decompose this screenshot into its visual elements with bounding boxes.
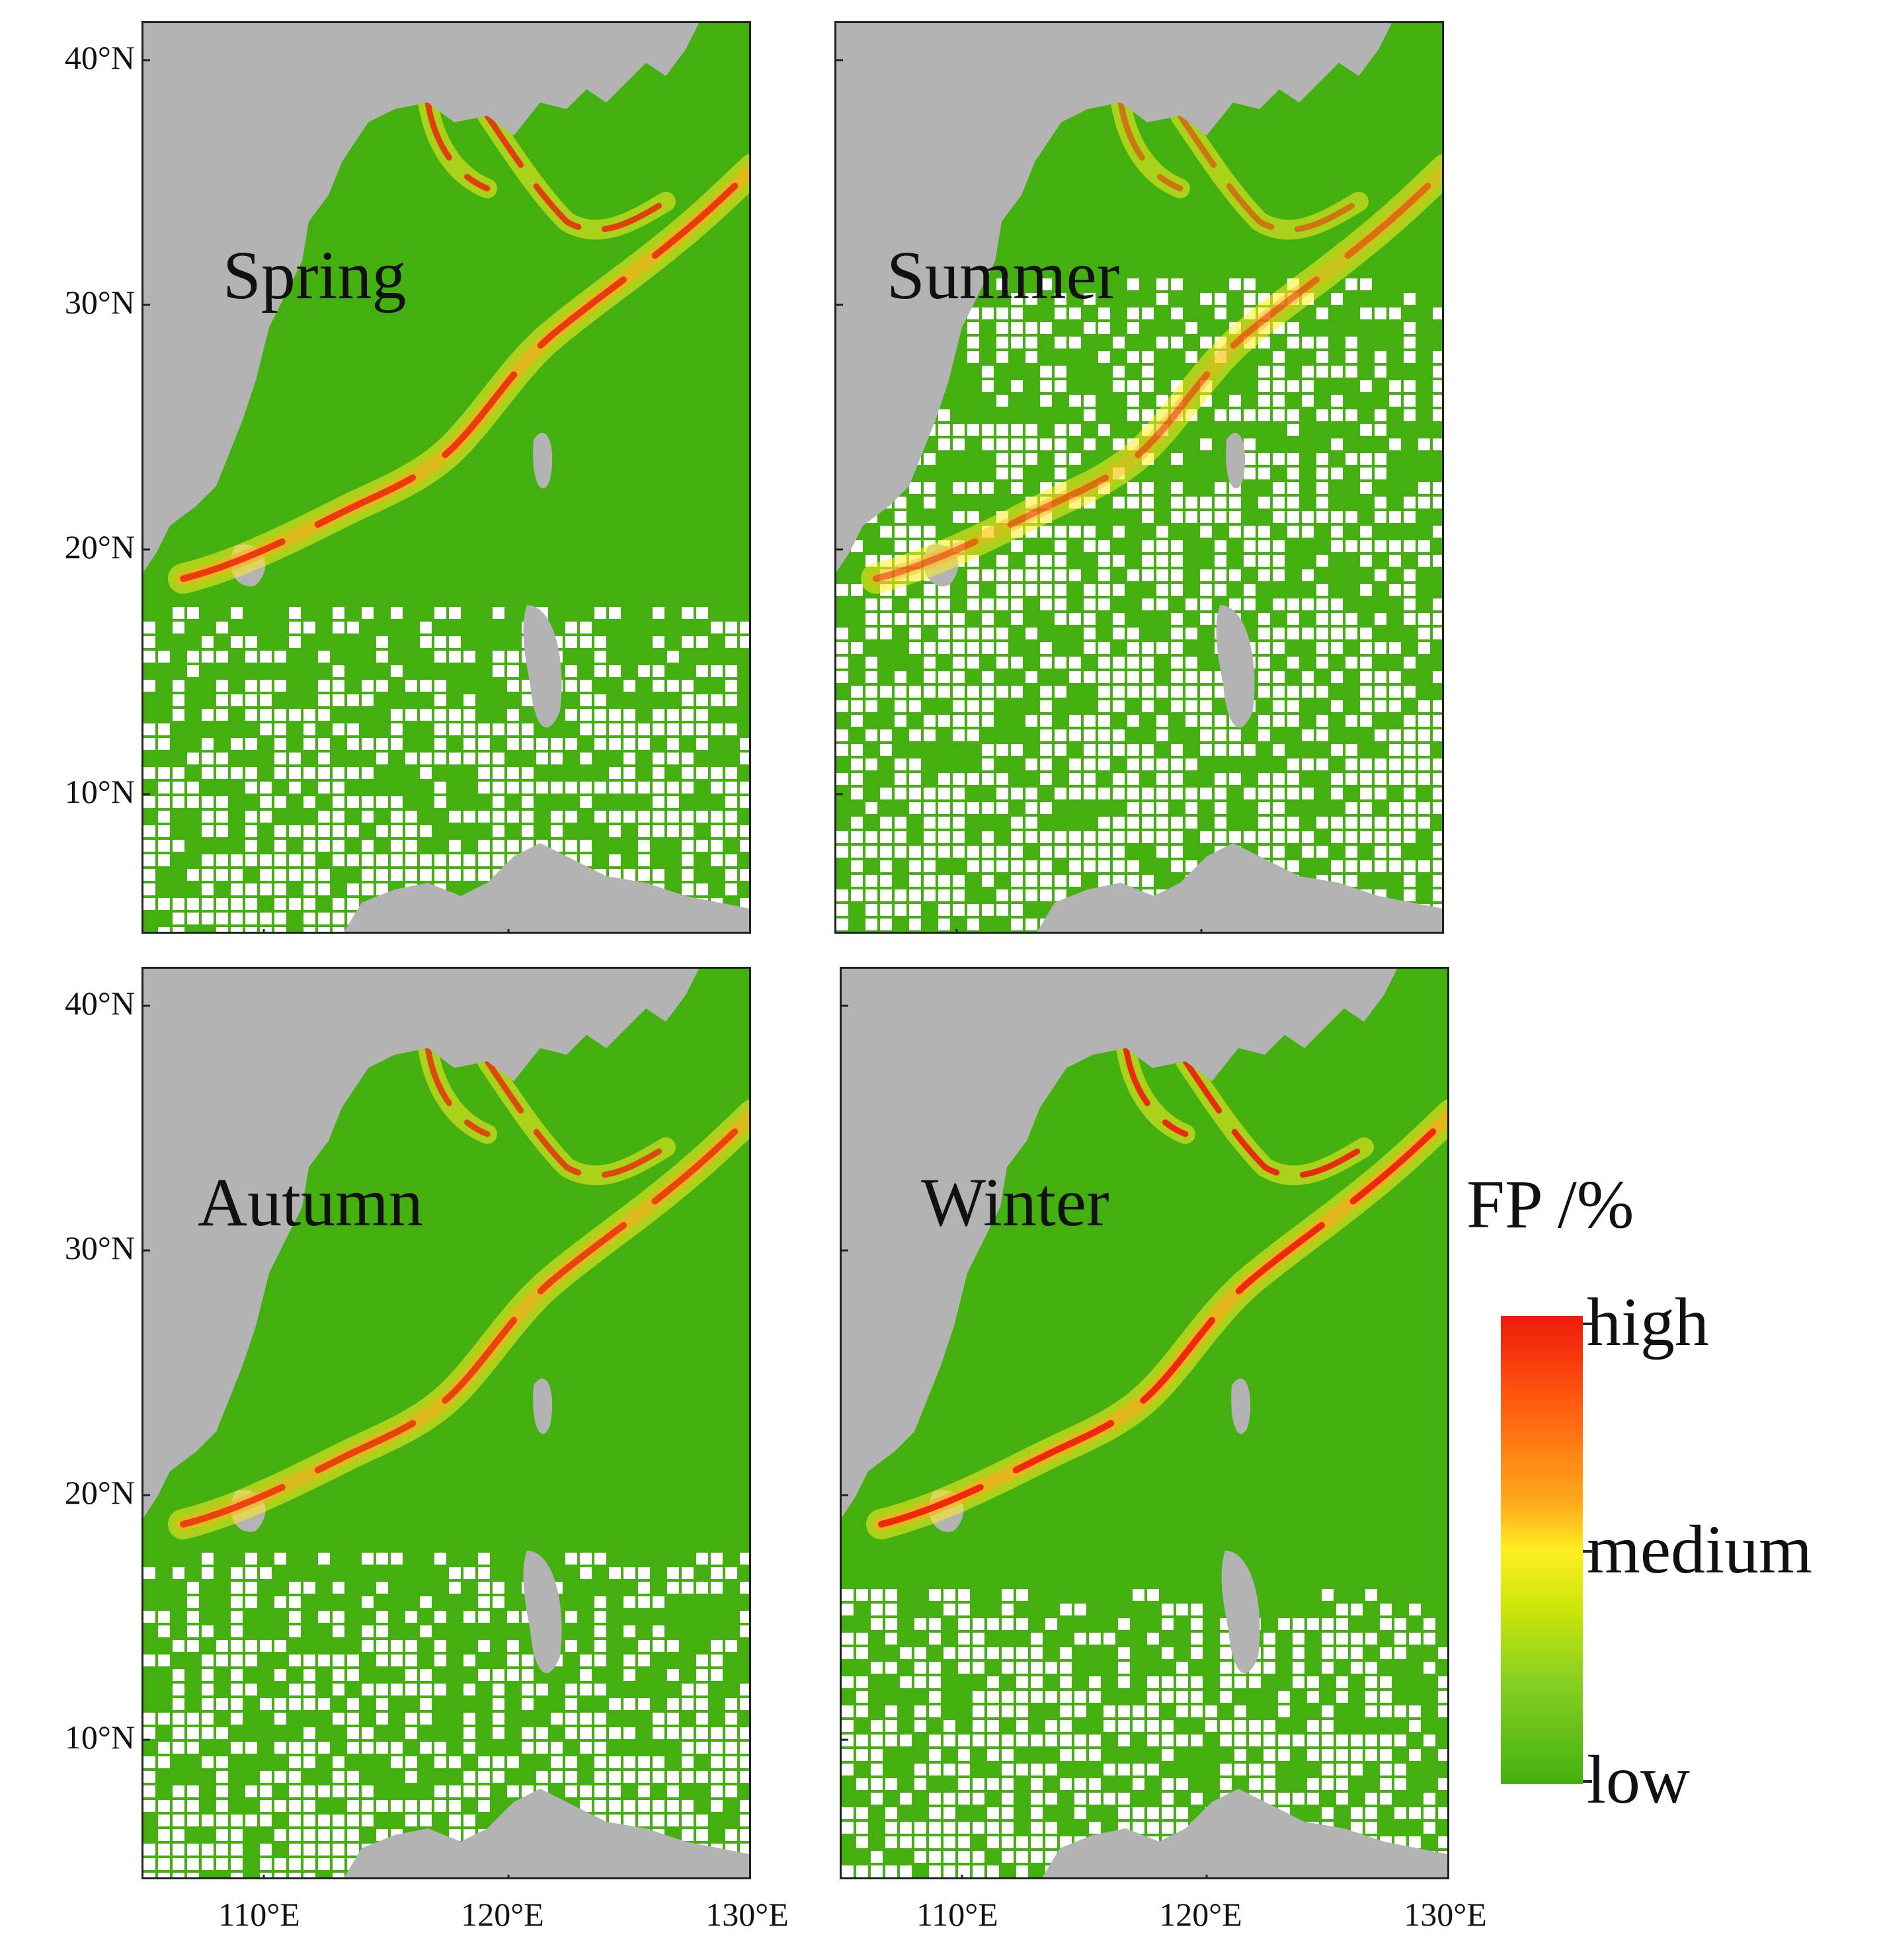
legend-colorbar bbox=[1501, 1316, 1583, 1784]
season-label: Summer bbox=[887, 237, 1120, 313]
legend-tick-low bbox=[1583, 1780, 1592, 1783]
legend-tick-medium bbox=[1583, 1550, 1592, 1553]
legend-title: FP /% bbox=[1466, 1166, 1634, 1243]
lon-label-130e: 130°E bbox=[705, 1896, 789, 1933]
lat-label-30n: 30°N bbox=[64, 1229, 135, 1266]
lon-label-130e: 130°E bbox=[1404, 1896, 1487, 1933]
map-svg bbox=[143, 23, 749, 932]
lat-label-20n: 20°N bbox=[64, 1474, 135, 1511]
lon-label-110e: 110°E bbox=[218, 1896, 300, 1933]
legend-label-medium: medium bbox=[1587, 1512, 1812, 1588]
map-panel-winter: Winter bbox=[840, 967, 1449, 1879]
legend-tick-high bbox=[1583, 1323, 1592, 1325]
map-svg bbox=[143, 969, 749, 1877]
season-label: Spring bbox=[223, 237, 407, 313]
lon-label-120e: 120°E bbox=[1159, 1896, 1242, 1933]
season-label: Winter bbox=[921, 1164, 1109, 1241]
map-panel-summer: Summer bbox=[834, 21, 1444, 934]
map-panel-autumn: Autumn bbox=[141, 967, 751, 1879]
legend-label-high: high bbox=[1587, 1284, 1709, 1360]
map-svg bbox=[836, 23, 1442, 932]
lat-label-40n: 40°N bbox=[64, 39, 135, 76]
lon-label-110e: 110°E bbox=[916, 1896, 998, 1933]
lat-label-20n: 20°N bbox=[64, 528, 135, 565]
lon-label-120e: 120°E bbox=[461, 1896, 544, 1933]
legend-label-low: low bbox=[1587, 1742, 1690, 1818]
lat-label-10n: 10°N bbox=[64, 773, 135, 810]
season-label: Autumn bbox=[198, 1164, 423, 1241]
lat-label-30n: 30°N bbox=[64, 284, 135, 321]
map-svg bbox=[842, 969, 1447, 1877]
lat-label-40n: 40°N bbox=[64, 985, 135, 1022]
lat-label-10n: 10°N bbox=[64, 1719, 135, 1756]
map-panel-spring: Spring bbox=[141, 21, 751, 934]
